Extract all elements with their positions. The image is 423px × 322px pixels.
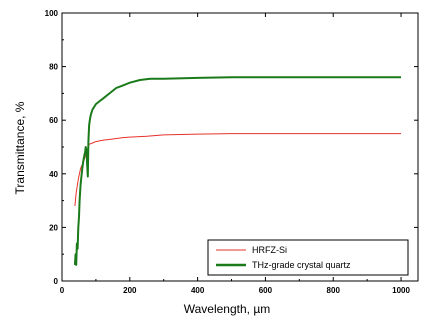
x-tick-label: 400 [191, 286, 205, 295]
x-axis-title: Wavelength, µm [184, 302, 271, 316]
legend: HRFZ-Si THz-grade crystal quartz [207, 239, 409, 276]
series-line-hrfz-si [74, 133, 401, 207]
axes: 0 200 400 600 800 1000 0 20 40 60 80 100 [45, 9, 418, 295]
x-tick-label: 1000 [392, 286, 410, 295]
plot-area [61, 12, 419, 282]
y-tick-label: 40 [49, 170, 58, 179]
legend-label: THz-grade crystal quartz [252, 260, 351, 270]
x-tick-label: 0 [60, 286, 65, 295]
y-tick-label: 100 [45, 9, 59, 18]
x-tick-label: 200 [123, 286, 137, 295]
y-tick-label: 20 [49, 223, 58, 232]
series-layer [73, 76, 401, 266]
y-tick-label: 0 [54, 277, 59, 286]
y-tick-label: 60 [49, 116, 58, 125]
plot-frame [61, 12, 419, 282]
y-tick-label: 80 [49, 63, 58, 72]
legend-box [207, 239, 409, 276]
y-axis-title: Transmittance, % [13, 101, 27, 194]
x-tick-label: 800 [327, 286, 341, 295]
series-line-crystal-quartz [73, 76, 401, 266]
x-tick-label: 600 [259, 286, 273, 295]
legend-label: HRFZ-Si [252, 245, 287, 255]
